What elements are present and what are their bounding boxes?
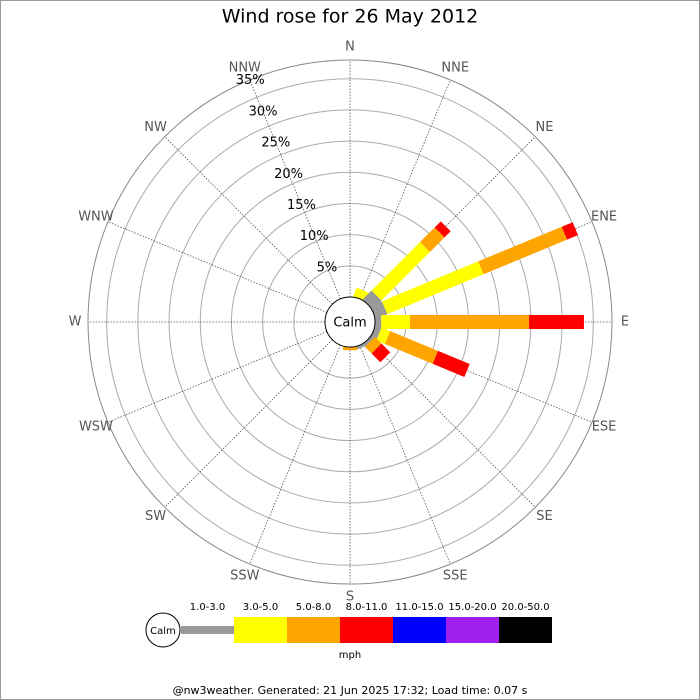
outer-ring	[87, 59, 613, 585]
spoke	[164, 136, 333, 305]
spoke	[367, 339, 536, 508]
direction-label: SSE	[443, 569, 468, 584]
legend-label: 8.0-11.0	[346, 602, 388, 613]
direction-label: SW	[145, 509, 166, 524]
legend-swatch	[287, 617, 340, 643]
r-tick-label: 20%	[274, 167, 303, 182]
direction-label: E	[621, 315, 629, 330]
direction-label: ESE	[592, 420, 617, 435]
bar-segment	[384, 331, 439, 364]
legend-swatch	[393, 617, 446, 643]
legend-calm	[145, 612, 181, 648]
bar-segment	[371, 343, 391, 363]
legend-swatch	[234, 617, 287, 643]
bar-segment	[420, 227, 445, 252]
direction-label: WSW	[79, 420, 113, 435]
bar-segment	[561, 222, 579, 240]
bar-segment	[529, 315, 584, 329]
legend-calm-label: Calm	[150, 626, 176, 637]
bar-segment	[432, 350, 470, 377]
chart-title: Wind rose for 26 May 2012	[222, 6, 479, 28]
spoke	[107, 331, 328, 423]
direction-label: NNW	[229, 60, 261, 75]
legend-label: 1.0-3.0	[190, 602, 225, 613]
direction-label: NE	[535, 120, 553, 135]
direction-label: SSW	[230, 569, 260, 584]
direction-label: N	[345, 40, 355, 55]
legend-label: 3.0-5.0	[243, 602, 278, 613]
direction-label: NW	[144, 120, 167, 135]
direction-label: SE	[536, 509, 552, 524]
r-tick-label: 5%	[317, 260, 338, 275]
bar-segment	[343, 347, 357, 351]
bar-segment	[381, 261, 484, 315]
footer: @nw3weather. Generated: 21 Jun 2025 17:3…	[173, 684, 528, 697]
bar-segment	[376, 327, 391, 345]
legend-swatch	[446, 617, 499, 643]
direction-label: ENE	[591, 209, 617, 224]
calm-circle	[324, 296, 376, 348]
legend-swatch	[499, 617, 552, 643]
bar-segment	[478, 226, 568, 275]
spoke	[249, 79, 341, 300]
legend-unit: mph	[339, 650, 361, 661]
r-tick-label: 15%	[287, 198, 316, 213]
legend-swatch	[181, 626, 234, 634]
calm-label: Calm	[333, 316, 366, 331]
direction-label: W	[69, 315, 82, 330]
legend-label: 20.0-50.0	[501, 602, 549, 613]
spoke	[107, 221, 328, 313]
r-tick-label: 35%	[236, 73, 265, 88]
legend-label: 15.0-20.0	[448, 602, 496, 613]
bar-segment	[381, 315, 410, 329]
bar-segment	[434, 221, 451, 238]
r-tick-label: 10%	[300, 229, 329, 244]
bar-segment	[409, 315, 530, 329]
spoke	[359, 79, 451, 300]
spoke	[249, 344, 341, 565]
grid-ring	[106, 78, 594, 566]
direction-label: NNE	[441, 60, 469, 75]
bar-segment	[364, 336, 382, 354]
bar-segment	[371, 242, 430, 301]
bar-segment	[370, 301, 388, 319]
spoke	[164, 339, 333, 508]
direction-label: S	[346, 590, 354, 605]
spoke	[359, 344, 451, 565]
legend-label: 11.0-15.0	[395, 602, 443, 613]
legend-swatch	[340, 617, 393, 643]
legend-label: 5.0-8.0	[296, 602, 331, 613]
direction-label: WNW	[78, 209, 114, 224]
